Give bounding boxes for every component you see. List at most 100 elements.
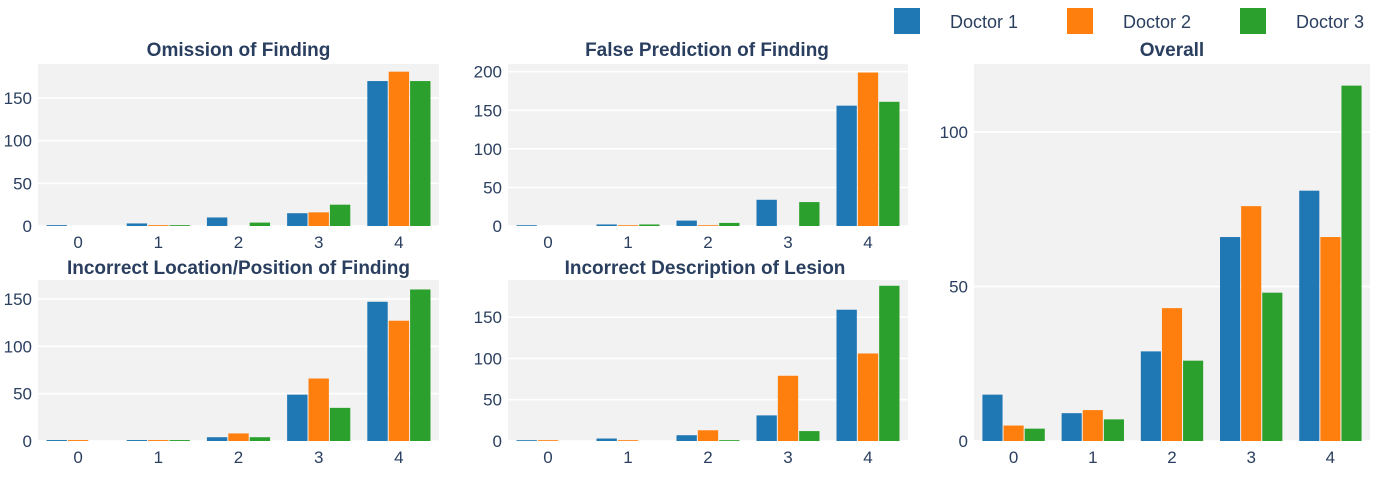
- bar: [857, 72, 879, 226]
- bar: [367, 301, 388, 441]
- series-1: [46, 81, 388, 226]
- bar: [617, 440, 639, 441]
- y-tick-label: 50: [13, 174, 32, 193]
- x-tick-label: 1: [623, 448, 632, 467]
- series-3: [169, 81, 431, 226]
- bar: [719, 222, 740, 226]
- x-tick-label: 1: [154, 448, 163, 467]
- y-tick-label: 50: [13, 385, 32, 404]
- bar: [516, 440, 537, 441]
- chart-title: Overall: [1140, 40, 1204, 61]
- x-tick-label: 2: [234, 233, 243, 252]
- bar: [1161, 308, 1183, 441]
- bar: [169, 225, 190, 226]
- bar: [756, 415, 777, 441]
- y-tick-label: 0: [23, 432, 32, 451]
- series-3: [169, 289, 431, 441]
- series-2: [67, 320, 410, 441]
- bar: [46, 440, 67, 441]
- bar: [799, 431, 820, 441]
- x-tick-label: 0: [73, 448, 82, 467]
- bar: [308, 212, 329, 226]
- bar: [1082, 410, 1103, 441]
- x-tick-label: 4: [394, 233, 403, 252]
- series-1: [982, 190, 1320, 441]
- chart-panel-4: 0 50 100 0 1 2 3 4 Overall: [940, 40, 1370, 467]
- series-3: [719, 285, 900, 441]
- x-tick-label: 0: [543, 233, 552, 252]
- legend: Doctor 1 Doctor 2 Doctor 3: [894, 8, 1364, 34]
- bar: [537, 440, 559, 441]
- chart-panel-3: 0 50 100 150 0 1 2 3 4 Incorrect Description of L…: [474, 258, 908, 467]
- bar: [1140, 351, 1161, 441]
- bar: [46, 225, 67, 226]
- bar: [410, 289, 431, 441]
- bar: [410, 81, 431, 226]
- bar: [879, 285, 900, 441]
- series-1: [516, 309, 857, 441]
- series-2: [1003, 206, 1341, 441]
- bar: [777, 375, 799, 441]
- bar: [617, 225, 639, 226]
- legend-item-doctor-3[interactable]: Doctor 3: [1240, 8, 1364, 34]
- x-tick-label: 2: [234, 448, 243, 467]
- bar: [287, 394, 308, 441]
- chart-panel-0: 0 50 100 150 0 1 2 3 4 Omission of Finding: [4, 40, 439, 252]
- y-tick-label: 150: [4, 89, 32, 108]
- bar: [982, 394, 1003, 441]
- y-tick-label: 200: [474, 63, 502, 82]
- bar: [639, 224, 660, 226]
- series-2: [148, 71, 410, 227]
- bar: [148, 440, 169, 441]
- chart-title: Omission of Finding: [147, 40, 331, 61]
- bar: [126, 440, 148, 441]
- bar: [719, 440, 740, 441]
- bar: [67, 440, 89, 441]
- legend-item-doctor-1[interactable]: Doctor 1: [894, 8, 1018, 34]
- x-tick-label: 3: [314, 448, 323, 467]
- y-tick-label: 50: [949, 277, 968, 296]
- bar: [329, 204, 351, 226]
- chart-panel-1: 0 50 100 150 200 0 1 2 3 4 False Prediction of Fin…: [474, 40, 908, 252]
- x-tick-label: 3: [783, 448, 792, 467]
- chart-title: Incorrect Location/Position of Finding: [67, 258, 410, 279]
- y-tick-label: 150: [474, 308, 502, 327]
- y-tick-label: 150: [474, 101, 502, 120]
- bar: [596, 438, 617, 441]
- legend-item-doctor-2[interactable]: Doctor 2: [1067, 8, 1191, 34]
- y-tick-label: 50: [483, 391, 502, 410]
- y-tick-label: 0: [493, 432, 502, 451]
- x-tick-label: 1: [1088, 448, 1097, 467]
- x-tick-label: 1: [623, 233, 632, 252]
- bar: [836, 309, 857, 441]
- bar: [857, 353, 879, 441]
- legend-label: Doctor 1: [950, 12, 1018, 32]
- y-tick-label: 0: [493, 217, 502, 236]
- y-tick-label: 100: [4, 132, 32, 151]
- y-tick-label: 100: [474, 140, 502, 159]
- chart-panel-2: 0 50 100 150 0 1 2 3 4 Incorrect Location/Positio…: [4, 258, 439, 467]
- bar: [1262, 292, 1283, 441]
- bar: [249, 437, 271, 441]
- bar: [249, 222, 271, 226]
- x-tick-label: 4: [863, 448, 872, 467]
- legend-label: Doctor 3: [1296, 12, 1364, 32]
- x-tick-label: 2: [703, 233, 712, 252]
- bar: [206, 217, 228, 226]
- bar: [329, 407, 351, 441]
- bar: [169, 440, 190, 441]
- bar: [1320, 237, 1341, 441]
- legend-swatch: [1067, 8, 1093, 34]
- bar: [126, 223, 148, 226]
- bar: [756, 199, 777, 226]
- bar: [836, 105, 857, 226]
- bar: [388, 320, 410, 441]
- bar: [388, 71, 410, 227]
- x-tick-label: 0: [1009, 448, 1018, 467]
- bar: [228, 433, 249, 441]
- x-tick-label: 1: [154, 233, 163, 252]
- x-tick-label: 0: [73, 233, 82, 252]
- series-1: [516, 105, 857, 226]
- bar: [697, 225, 719, 226]
